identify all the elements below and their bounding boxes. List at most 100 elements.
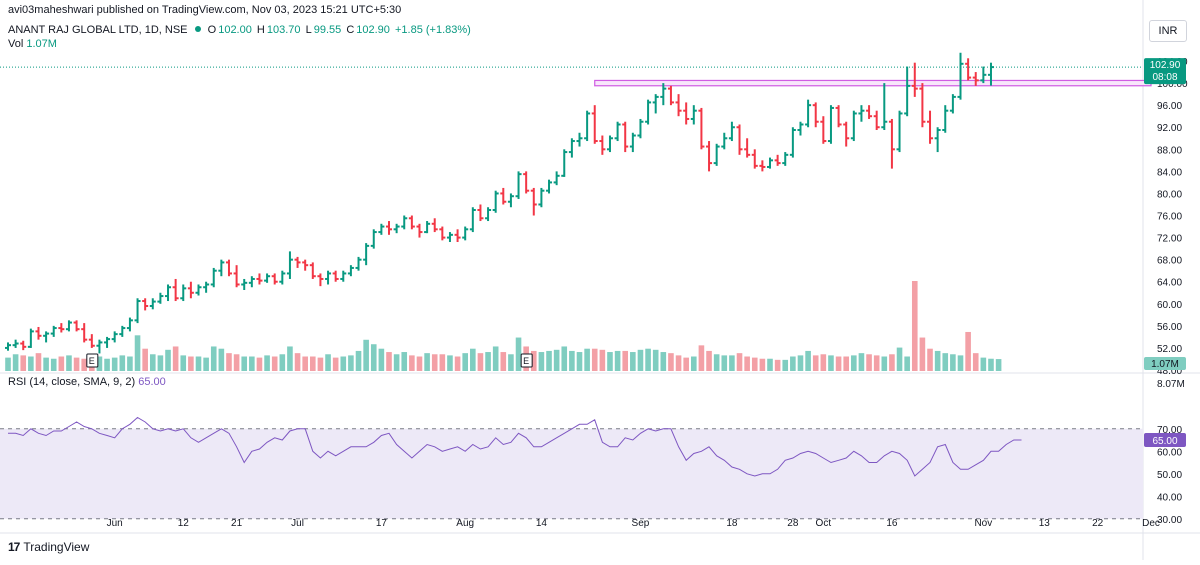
volume-bar (111, 357, 118, 371)
volume-bar (942, 353, 949, 371)
volume-bar (134, 335, 141, 371)
ohlc-bar (485, 207, 492, 222)
bar-countdown: 08:08 (1152, 72, 1177, 83)
ohlc-bar (774, 154, 781, 166)
volume-bar (896, 347, 903, 371)
ohlc-bar (949, 94, 956, 114)
volume-bar (767, 358, 773, 371)
time-tick-label: Jun (107, 518, 123, 529)
time-tick-label: 13 (1039, 518, 1051, 529)
ohlc-bar (195, 284, 202, 296)
volume-bar (188, 356, 194, 371)
ohlc-bar (721, 132, 728, 150)
time-tick-label: 17 (376, 518, 388, 529)
volume-label[interactable]: Vol (8, 38, 24, 50)
volume-bar (431, 354, 438, 371)
volume-bar (889, 354, 895, 371)
ohlc-bar (957, 52, 964, 100)
time-tick-label: 14 (536, 518, 548, 529)
close-label: C (346, 24, 355, 36)
volume-bar (58, 356, 65, 371)
ohlc-bar (606, 135, 613, 153)
volume-bar (538, 352, 545, 371)
rsi-value: 65.00 (138, 376, 166, 388)
ohlc-bar (820, 116, 827, 144)
ohlc-bar (728, 121, 735, 142)
volume-bar (790, 356, 796, 371)
ohlc-bar (469, 207, 476, 233)
rsi-last-badge: 65.00 (1144, 433, 1186, 447)
rsi-label[interactable]: RSI (14, close, SMA, 9, 2) (8, 376, 136, 388)
ohlc-bar (431, 218, 438, 233)
volume-bar (287, 346, 293, 371)
price-tick-label: 100.00 (1157, 79, 1188, 90)
close-value: 102.90 (356, 24, 390, 36)
volume-bar (660, 352, 667, 371)
price-tick-label: 72.00 (1157, 234, 1182, 245)
ohlc-bar (987, 62, 994, 86)
resistance-zone (594, 79, 1152, 87)
volume-bar (637, 349, 644, 371)
time-tick-label: 22 (1092, 518, 1104, 529)
currency-button[interactable]: INR (1149, 20, 1187, 42)
volume-bar (980, 357, 987, 371)
ohlc-bar (104, 336, 111, 348)
volume-bar (5, 357, 11, 371)
ohlc-bar (546, 179, 553, 194)
ohlc-bar (241, 278, 248, 290)
footer-brand[interactable]: 17 TradingView (8, 540, 89, 554)
volume-bar (965, 331, 971, 371)
volume-bar (73, 357, 80, 371)
ohlc-bar (812, 102, 819, 128)
ohlc-bar (881, 83, 888, 130)
ohlc-bar (980, 66, 987, 84)
earnings-label: E (523, 356, 529, 366)
ohlc-bar (568, 138, 575, 158)
ohlc-bar (873, 110, 880, 130)
volume-bar (797, 355, 804, 371)
time-tick-label: 21 (231, 518, 243, 529)
volume-bar (607, 352, 613, 371)
price-tick-label: 76.00 (1157, 212, 1182, 223)
earnings-box (520, 353, 533, 368)
ohlc-bar (866, 105, 873, 119)
volume-bar (142, 348, 148, 371)
ohlc-bar (500, 187, 507, 205)
ohlc-bar (393, 223, 400, 234)
ohlc-bar (507, 193, 514, 208)
volume-bar (470, 348, 476, 371)
volume-bar (149, 354, 156, 371)
price-tick-label: 84.00 (1157, 167, 1182, 178)
ohlc-bar (294, 256, 301, 268)
volume-bar (50, 358, 57, 371)
volume-bar (119, 355, 126, 371)
symbol-name[interactable]: ANANT RAJ GLOBAL LTD, 1D, NSE (8, 24, 188, 36)
ohlc-bar (165, 284, 172, 302)
volume-bar (530, 350, 537, 371)
rsi-tick-label: 40.00 (1157, 492, 1182, 503)
ohlc-bar (20, 340, 27, 351)
volume-bar (157, 355, 164, 371)
volume-last-badge: 1.07M (1144, 357, 1186, 370)
ohlc-bar (119, 325, 126, 337)
volume-bar (424, 353, 430, 371)
ohlc-bar (187, 281, 194, 299)
volume-bar (378, 348, 385, 371)
ohlc-bar (347, 265, 354, 277)
volume-bar (957, 355, 964, 371)
volume-bar (614, 350, 621, 371)
volume-bar (805, 350, 811, 371)
ohlc-bar (149, 298, 156, 310)
volume-bar (279, 354, 286, 371)
volume-bar (310, 356, 316, 371)
ohlc-bar (416, 223, 423, 238)
ohlc-bar (972, 72, 979, 86)
ohlc-bar (218, 259, 225, 277)
volume-bar (317, 357, 324, 371)
ohlc-bar (248, 276, 255, 288)
ohlc-bar (591, 105, 598, 144)
volume-bar (820, 354, 827, 371)
